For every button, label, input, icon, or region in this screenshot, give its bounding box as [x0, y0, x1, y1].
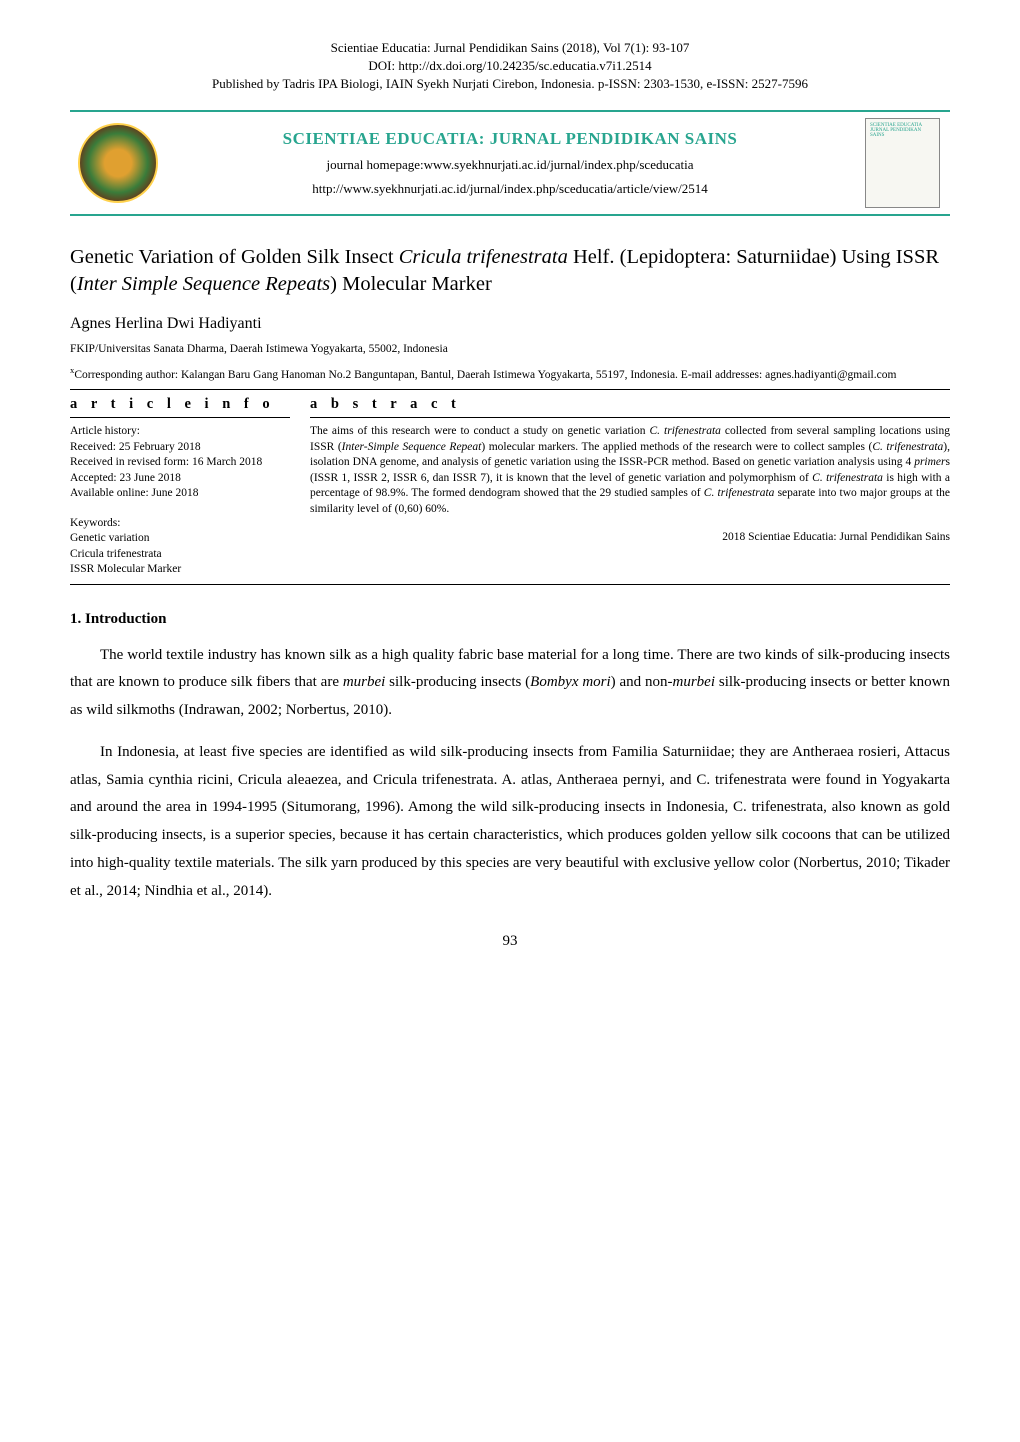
received-date: Received: 25 February 2018 [70, 440, 290, 456]
keywords-block: Keywords: Genetic variation Cricula trif… [70, 516, 290, 578]
keywords-label: Keywords: [70, 516, 290, 532]
banner-title: SCIENTIAE EDUCATIA: JURNAL PENDIDIKAN SA… [173, 129, 847, 149]
journal-header: Scientiae Educatia: Jurnal Pendidikan Sa… [70, 40, 950, 92]
banner-logo-cell [70, 112, 165, 214]
journal-name-line: Scientiae Educatia: Jurnal Pendidikan Sa… [70, 40, 950, 56]
accepted-date: Accepted: 23 June 2018 [70, 471, 290, 487]
keyword-1: Genetic variation [70, 531, 290, 547]
abstract-text: The aims of this research were to conduc… [310, 424, 950, 517]
page-number: 93 [70, 933, 950, 950]
abstract-footer: 2018 Scientiae Educatia: Jurnal Pendidik… [310, 531, 950, 543]
article-history-label: Article history: [70, 424, 290, 440]
author-affiliation: FKIP/Universitas Sanata Dharma, Daerah I… [70, 343, 950, 355]
journal-banner: SCIENTIAE EDUCATIA: JURNAL PENDIDIKAN SA… [70, 110, 950, 216]
online-date: Available online: June 2018 [70, 486, 290, 502]
author-name: Agnes Herlina Dwi Hadiyanti [70, 315, 950, 333]
info-abstract-block: a r t i c l e i n f o Article history: R… [70, 389, 950, 585]
banner-url: http://www.syekhnurjati.ac.id/jurnal/ind… [173, 181, 847, 197]
intro-heading: 1. Introduction [70, 611, 950, 628]
article-info-column: a r t i c l e i n f o Article history: R… [70, 390, 300, 584]
keyword-2: Cricula trifenestrata [70, 547, 290, 563]
article-info-heading: a r t i c l e i n f o [70, 396, 290, 418]
journal-publisher-line: Published by Tadris IPA Biologi, IAIN Sy… [70, 76, 950, 92]
journal-cover-thumbnail-icon: SCIENTIAE EDUCATIA JURNAL PENDIDIKAN SAI… [865, 118, 940, 208]
article-title: Genetic Variation of Golden Silk Insect … [70, 244, 950, 297]
journal-logo-icon [78, 123, 158, 203]
revised-date: Received in revised form: 16 March 2018 [70, 455, 290, 471]
banner-cover-cell: SCIENTIAE EDUCATIA JURNAL PENDIDIKAN SAI… [855, 112, 950, 214]
body-paragraph-2: In Indonesia, at least five species are … [70, 739, 950, 906]
banner-subtitle: journal homepage:www.syekhnurjati.ac.id/… [173, 157, 847, 173]
abstract-heading: a b s t r a c t [310, 396, 950, 418]
keyword-3: ISSR Molecular Marker [70, 562, 290, 578]
journal-doi-line: DOI: http://dx.doi.org/10.24235/sc.educa… [70, 58, 950, 74]
body-paragraph-1: The world textile industry has known sil… [70, 642, 950, 725]
banner-center: SCIENTIAE EDUCATIA: JURNAL PENDIDIKAN SA… [165, 112, 855, 214]
corresponding-author: xCorresponding author: Kalangan Baru Gan… [70, 365, 950, 383]
abstract-column: a b s t r a c t The aims of this researc… [300, 390, 950, 584]
